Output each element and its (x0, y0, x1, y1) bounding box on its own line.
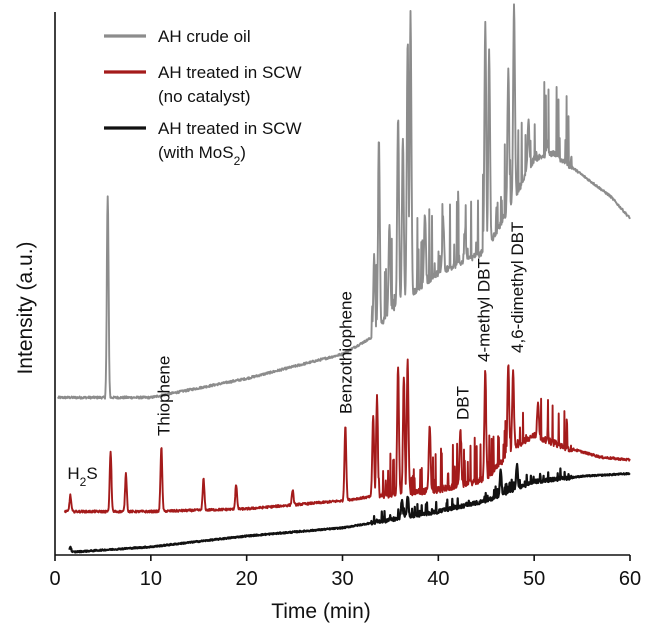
series-line-2 (63, 358, 631, 514)
x-tick-label: 30 (331, 568, 353, 590)
legend-label-3: AH treated in SCW (158, 119, 302, 138)
peak-annotations: H2S Thiophene Benzothiophene DBT 4-methyl DB… (67, 222, 527, 489)
peak-label-6: 4,6-dimethyl DBT (508, 222, 527, 353)
legend: AH crude oil AH treated in SCW (no catalys… (104, 27, 302, 168)
x-tick-label: 40 (427, 568, 449, 590)
x-tick-label: 20 (236, 568, 258, 590)
x-axis-title: Time (min) (271, 600, 371, 623)
legend-label-2: (no catalyst) (158, 87, 251, 106)
peak-label-1: H2S (67, 464, 97, 489)
series-layer (57, 3, 631, 554)
axes: 0 10 20 30 40 50 60 (49, 12, 641, 590)
x-tick-label: 10 (140, 568, 162, 590)
series-line-1 (57, 3, 631, 400)
legend-label-2: AH treated in SCW (158, 63, 302, 82)
peak-label-2: Thiophene (154, 356, 173, 436)
peak-label-5: 4-methyl DBT (474, 258, 493, 362)
x-tick-label: 60 (619, 568, 641, 590)
x-ticks: 0 10 20 30 40 50 60 (49, 555, 641, 590)
peak-label-4: DBT (453, 386, 472, 420)
x-tick-label: 0 (49, 568, 60, 590)
series-line-3 (68, 462, 631, 554)
legend-label-1: AH crude oil (158, 27, 251, 46)
y-axis-title: Intensity (a.u.) (14, 241, 37, 374)
x-tick-label: 50 (523, 568, 545, 590)
peak-label-3: Benzothiophene (336, 291, 355, 414)
legend-label-3: (with MoS2) (158, 143, 246, 168)
